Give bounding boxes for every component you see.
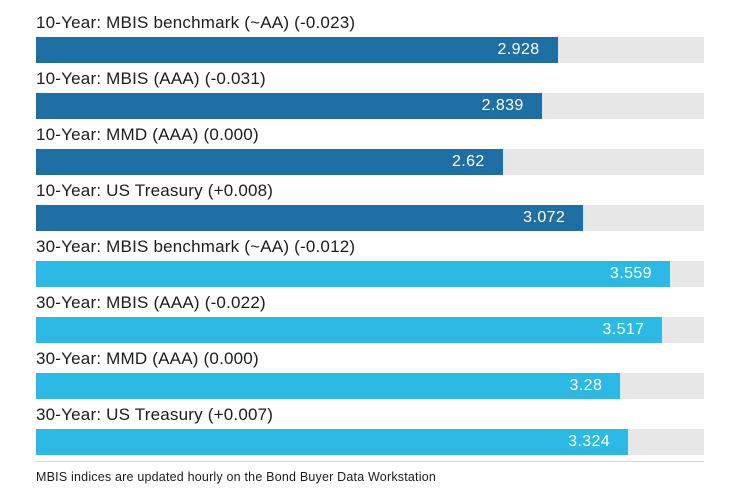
bar-fill: 3.559	[36, 261, 670, 287]
bar-value: 2.928	[497, 41, 540, 58]
bar-fill: 2.839	[36, 93, 542, 119]
bar-track: 3.324	[36, 429, 704, 455]
bar-label: 30-Year: US Treasury (+0.007)	[36, 405, 274, 424]
bar-value: 3.28	[569, 377, 603, 394]
bar-label: 10-Year: US Treasury (+0.008)	[36, 181, 274, 200]
chart-row: 10-Year: MBIS benchmark (~AA) (-0.023) 2…	[36, 12, 704, 63]
bar-label: 30-Year: MBIS benchmark (~AA) (-0.012)	[36, 237, 356, 256]
bar-fill: 3.517	[36, 317, 663, 343]
bar-label: 30-Year: MMD (AAA) (0.000)	[36, 349, 259, 368]
bar-value: 2.839	[481, 97, 524, 114]
chart-row: 30-Year: MBIS benchmark (~AA) (-0.012) 3…	[36, 236, 704, 287]
bond-yields-bar-chart: 10-Year: MBIS benchmark (~AA) (-0.023) 2…	[36, 12, 704, 455]
bar-value: 3.559	[609, 265, 652, 282]
bar-fill: 2.928	[36, 37, 558, 63]
bar-label: 30-Year: MBIS (AAA) (-0.022)	[36, 293, 266, 312]
bar-value: 3.324	[568, 433, 611, 450]
chart-row: 30-Year: US Treasury (+0.007) 3.324	[36, 404, 704, 455]
bar-value: 2.62	[451, 153, 485, 170]
bar-fill: 3.28	[36, 373, 621, 399]
bar-track: 3.559	[36, 261, 704, 287]
bar-track: 3.072	[36, 205, 704, 231]
bar-value: 3.072	[523, 209, 566, 226]
chart-row: 30-Year: MBIS (AAA) (-0.022) 3.517	[36, 292, 704, 343]
chart-row: 10-Year: US Treasury (+0.008) 3.072	[36, 180, 704, 231]
bar-value: 3.517	[602, 321, 645, 338]
bar-fill: 3.072	[36, 205, 584, 231]
bar-track: 3.517	[36, 317, 704, 343]
chart-row: 10-Year: MMD (AAA) (0.000) 2.62	[36, 124, 704, 175]
chart-footnote: MBIS indices are updated hourly on the B…	[36, 461, 704, 484]
bar-fill: 2.62	[36, 149, 503, 175]
bar-label: 10-Year: MMD (AAA) (0.000)	[36, 125, 259, 144]
bar-label: 10-Year: MBIS (AAA) (-0.031)	[36, 69, 266, 88]
chart-row: 30-Year: MMD (AAA) (0.000) 3.28	[36, 348, 704, 399]
bar-track: 2.928	[36, 37, 704, 63]
bar-track: 2.62	[36, 149, 704, 175]
bar-fill: 3.324	[36, 429, 629, 455]
bar-label: 10-Year: MBIS benchmark (~AA) (-0.023)	[36, 13, 356, 32]
bar-track: 2.839	[36, 93, 704, 119]
chart-row: 10-Year: MBIS (AAA) (-0.031) 2.839	[36, 68, 704, 119]
bar-track: 3.28	[36, 373, 704, 399]
